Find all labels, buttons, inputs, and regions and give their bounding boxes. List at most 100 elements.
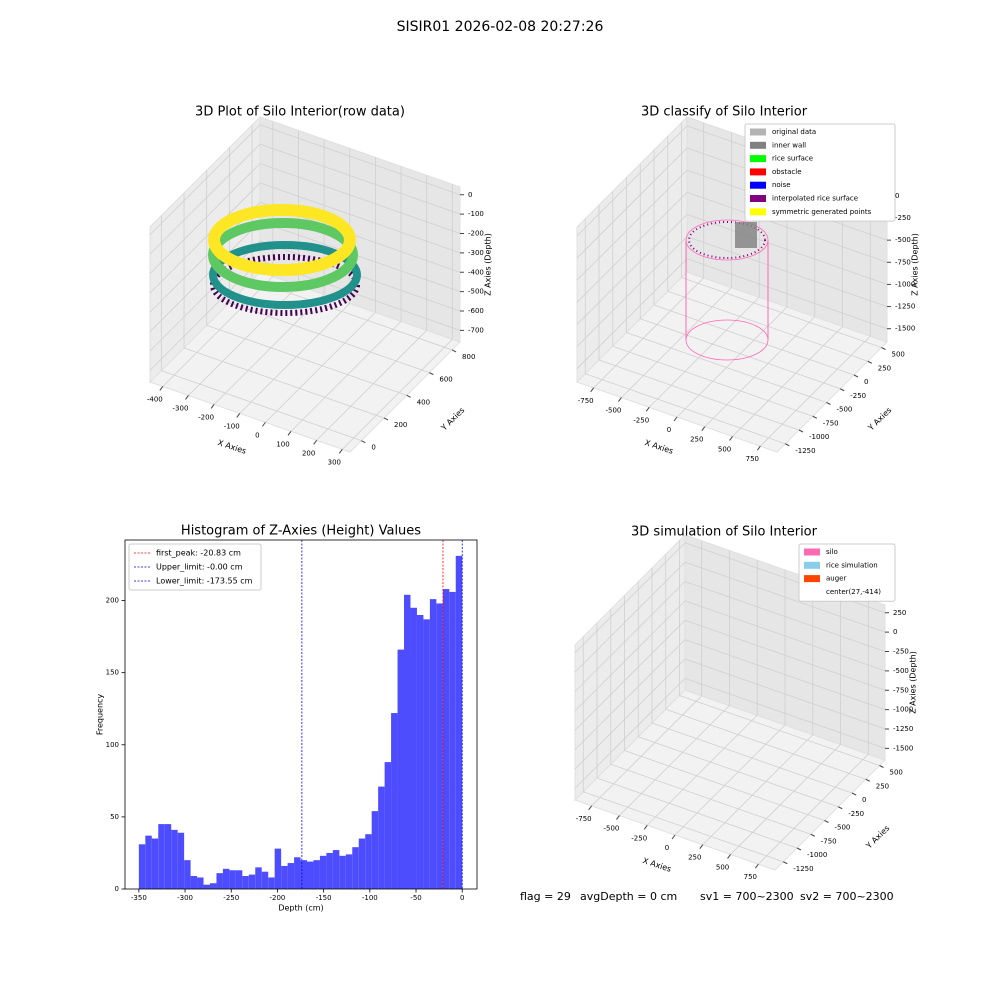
legend-label: obstacle [772, 168, 802, 176]
grid-line [574, 600, 686, 712]
tick-mark [838, 806, 843, 810]
x-tick-label: -350 [131, 894, 147, 902]
bar [307, 861, 314, 889]
tick-mark [824, 820, 829, 823]
z-tick-label: -250 [893, 648, 909, 656]
grid-line [183, 347, 385, 419]
chart-title: Histogram of Z-Axies (Height) Values [181, 524, 421, 539]
z-tick-label: -1250 [893, 725, 913, 733]
grid-line [149, 182, 261, 294]
y-tick-label: -500 [835, 824, 851, 832]
grid-line [681, 277, 882, 348]
tick-mark [406, 394, 411, 398]
tick-mark [671, 834, 676, 840]
grid-line [149, 143, 261, 255]
chart-title: 3D Plot of Silo Interior(row data) [195, 105, 405, 120]
bar [384, 762, 392, 889]
tick-mark [727, 854, 731, 859]
x-tick-label: -500 [605, 407, 621, 415]
grid-line [684, 639, 886, 711]
grid-line [162, 276, 274, 387]
legend-box [128, 543, 262, 591]
bar [145, 835, 152, 889]
z-tick-label: -500 [895, 236, 911, 244]
bar [429, 599, 437, 889]
x-tick-label: -750 [578, 397, 594, 405]
z-tick-label: -500 [893, 667, 909, 675]
status-text: sv2 = 700~2300 [800, 890, 894, 903]
legend-label: center(27,-414) [826, 588, 881, 596]
z-axis-label: Z Axies (Depth) [911, 233, 920, 296]
tick-mark [429, 372, 434, 376]
grid-line [290, 321, 402, 432]
x-tick-label: 0 [665, 844, 669, 852]
x-tick-label: -100 [224, 422, 240, 430]
tick-mark [853, 374, 859, 378]
panel-histogram: Histogram of Z-Axies (Height) Values -350… [96, 524, 478, 913]
y-tick-label: 0 [862, 796, 866, 804]
tick-mark [783, 861, 788, 865]
x-tick-label: 0 [255, 431, 259, 439]
bar [138, 844, 146, 889]
y-tick-label: 150 [106, 669, 119, 677]
x-tick-label: 200 [302, 449, 315, 457]
legend-label: first_peak: -20.83 cm [156, 549, 241, 558]
grid-line [732, 326, 843, 437]
grid-line [665, 708, 866, 780]
z-tick-label: 0 [893, 628, 897, 636]
y-tick-label: 600 [439, 376, 452, 384]
bar [177, 832, 185, 889]
grid-line [259, 221, 461, 293]
x-tick-label: 250 [690, 436, 703, 444]
y-tick-label: 500 [892, 351, 905, 359]
x-tick-label: -500 [603, 825, 619, 833]
bar [248, 874, 256, 889]
x-tick-label: -50 [410, 894, 421, 902]
bar [203, 884, 210, 889]
z-tick-label: -300 [468, 249, 484, 257]
legend-label: Lower_limit: -173.55 cm [156, 577, 253, 586]
bar [281, 865, 288, 889]
inner-wall [735, 222, 757, 248]
bar [164, 824, 172, 889]
z-tick-label: -1000 [895, 280, 915, 288]
bar [436, 603, 443, 889]
tick-mark [590, 387, 595, 393]
grid-line [576, 147, 688, 259]
grid-line [624, 750, 825, 821]
tick-mark [451, 349, 457, 353]
grid-line [576, 258, 688, 369]
tick-mark [287, 431, 292, 436]
tick-mark [588, 805, 593, 811]
x-tick-label: -300 [173, 404, 189, 412]
y-tick-label: 100 [106, 741, 119, 749]
grid-line [702, 734, 814, 846]
legend-swatch [750, 155, 766, 163]
grid-line [576, 236, 688, 347]
x-tick-label: -250 [633, 416, 649, 424]
grid-line [342, 339, 453, 450]
legend-swatch [750, 141, 766, 149]
tick-mark [701, 426, 706, 432]
grid-line [161, 370, 362, 442]
chart-title: 3D simulation of Silo Interior [631, 525, 818, 540]
tick-mark [699, 844, 704, 850]
tick-mark [261, 422, 266, 427]
bar [352, 847, 359, 889]
grid-line [574, 619, 686, 731]
grid-line [265, 312, 376, 423]
legend-box [744, 123, 896, 222]
grid-line [676, 306, 788, 418]
x-tick-label: 0 [667, 426, 671, 434]
y-tick-label: -1000 [809, 433, 829, 441]
bar [274, 848, 282, 889]
grid-line [704, 316, 816, 428]
tick-mark [796, 847, 802, 851]
x-tick-label: -150 [316, 894, 332, 902]
grid-line [610, 763, 811, 835]
z-axis-label: Z Axies (Depth) [909, 651, 918, 714]
z-tick-label: -600 [468, 307, 484, 315]
grid-line [574, 561, 686, 673]
grid-line [574, 639, 686, 750]
bar [358, 838, 366, 889]
